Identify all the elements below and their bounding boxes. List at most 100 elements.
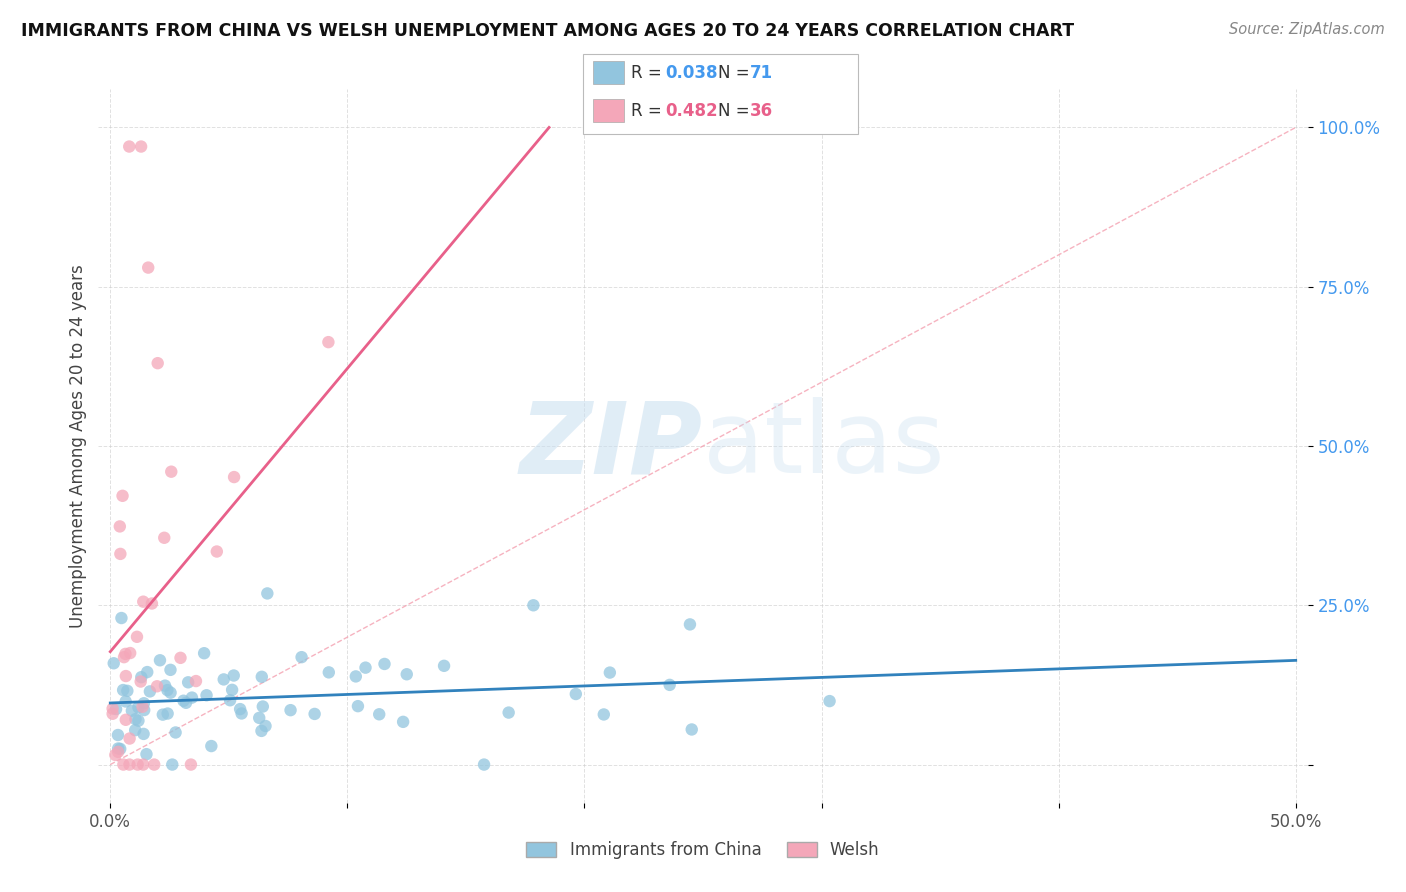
Point (118, 757, 141, 772)
Point (180, 757, 202, 772)
Point (134, 703, 156, 717)
Point (184, 674, 207, 689)
Point (124, 712, 146, 726)
Point (522, 599, 544, 613)
Point (219, 693, 242, 707)
Point (120, 646, 142, 660)
Point (132, 595, 155, 609)
Text: N =: N = (718, 64, 755, 82)
Point (221, 682, 243, 697)
Point (104, 747, 127, 762)
Point (174, 696, 197, 710)
Point (136, 665, 159, 679)
Point (118, 731, 141, 746)
Point (108, 519, 131, 533)
Point (146, 679, 169, 693)
Point (132, 757, 155, 772)
Point (127, 714, 149, 728)
Point (136, 260, 159, 275)
Point (169, 650, 191, 665)
Point (200, 739, 222, 753)
Point (105, 702, 128, 716)
Point (159, 663, 181, 677)
Point (231, 706, 253, 721)
Point (127, 757, 149, 772)
Point (141, 597, 163, 611)
Point (124, 723, 146, 738)
Point (153, 531, 176, 545)
Point (132, 696, 155, 710)
Text: 71: 71 (749, 64, 772, 82)
Point (112, 683, 135, 698)
Point (149, 653, 172, 667)
Point (347, 699, 370, 714)
Point (181, 690, 204, 705)
Point (153, 679, 176, 693)
Point (254, 719, 277, 733)
Point (107, 745, 129, 759)
Point (395, 667, 418, 681)
Point (247, 711, 270, 725)
Point (143, 757, 166, 772)
Point (146, 356, 169, 370)
Point (103, 657, 125, 671)
Point (127, 700, 149, 714)
Point (818, 694, 841, 708)
Point (159, 686, 181, 700)
Text: 0.038: 0.038 (665, 64, 717, 82)
Point (222, 470, 245, 484)
Point (117, 683, 139, 698)
Point (173, 694, 195, 708)
Point (679, 617, 702, 632)
Point (222, 668, 245, 682)
Point (156, 706, 179, 721)
Point (135, 747, 157, 761)
Point (681, 723, 703, 737)
Point (115, 669, 138, 683)
Legend: Immigrants from China, Welsh: Immigrants from China, Welsh (520, 835, 886, 866)
Point (373, 657, 395, 671)
Point (498, 706, 520, 720)
Point (107, 741, 129, 756)
Point (599, 665, 621, 680)
Point (392, 714, 415, 729)
Point (114, 694, 136, 708)
Point (205, 544, 228, 558)
Point (229, 702, 252, 716)
Point (280, 703, 302, 717)
Point (131, 670, 153, 684)
Point (108, 742, 131, 756)
Point (291, 650, 314, 665)
Point (256, 586, 278, 600)
Text: Source: ZipAtlas.com: Source: ZipAtlas.com (1229, 22, 1385, 37)
Point (111, 489, 134, 503)
Text: 0.482: 0.482 (665, 103, 717, 120)
Point (318, 665, 340, 680)
Point (101, 706, 124, 721)
Text: N =: N = (718, 103, 755, 120)
Point (131, 699, 153, 714)
Point (129, 674, 152, 689)
Point (658, 678, 681, 692)
Point (112, 650, 135, 665)
Point (433, 658, 456, 673)
Point (125, 630, 148, 644)
Point (318, 335, 340, 350)
Point (195, 688, 218, 702)
Point (121, 704, 143, 718)
Point (139, 684, 162, 698)
Point (252, 699, 274, 714)
Point (114, 647, 136, 661)
Point (118, 139, 141, 153)
Point (354, 660, 377, 674)
Point (592, 707, 614, 722)
Text: R =: R = (631, 103, 668, 120)
Text: R =: R = (631, 64, 668, 82)
Text: ZIP: ZIP (520, 398, 703, 494)
Point (160, 465, 183, 479)
Point (112, 757, 135, 772)
Point (472, 757, 495, 772)
Point (565, 687, 588, 701)
Point (162, 757, 184, 772)
Text: 36: 36 (749, 103, 772, 120)
